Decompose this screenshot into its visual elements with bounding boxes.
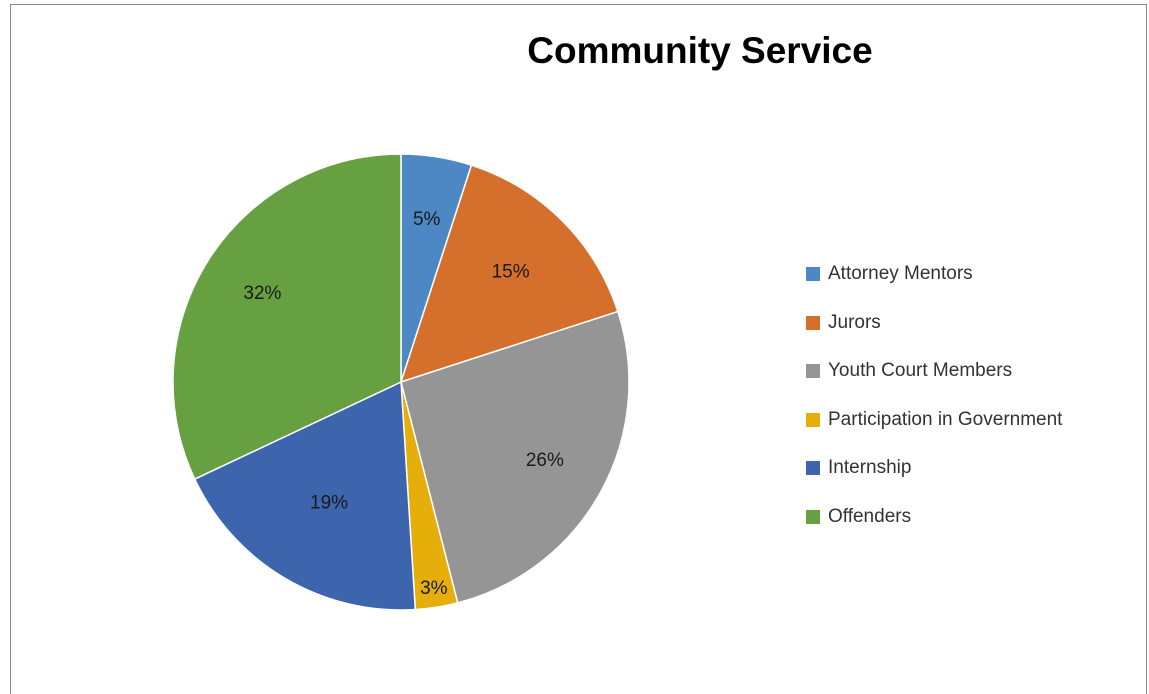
chart-title: Community Service [527, 30, 873, 71]
chart-legend: Attorney Mentors Jurors Youth Court Member… [806, 250, 1062, 541]
legend-swatch [806, 509, 820, 524]
legend-item-attorney-mentors: Attorney Mentors [806, 250, 1062, 299]
pie-chart: 5% 15% 26% 3% 19% 32% [172, 153, 630, 611]
legend-swatch [806, 315, 820, 330]
legend-label: Internship [828, 457, 912, 479]
legend-swatch [806, 364, 820, 379]
pie-slice-offenders [172, 153, 402, 481]
data-label-offenders: 32% [243, 283, 281, 304]
chart-frame [10, 4, 1147, 694]
data-label-internship: 19% [310, 493, 348, 514]
legend-item-internship: Internship [806, 444, 1062, 493]
pie-slice-internship [193, 380, 417, 611]
legend-item-participation-in-government: Participation in Government [806, 396, 1062, 445]
legend-item-jurors: Jurors [806, 299, 1062, 348]
legend-label: Offenders [828, 505, 912, 527]
legend-label: Participation in Government [828, 408, 1063, 430]
legend-item-youth-court-members: Youth Court Members [806, 347, 1062, 396]
data-label-participation-in-government: 3% [420, 578, 448, 599]
pie-slice-youth-court-members [400, 310, 630, 604]
data-label-jurors: 15% [492, 261, 530, 282]
legend-swatch [806, 267, 820, 282]
legend-label: Jurors [828, 311, 881, 333]
legend-item-offenders: Offenders [806, 493, 1062, 542]
legend-label: Attorney Mentors [828, 263, 973, 285]
data-label-attorney-mentors: 5% [413, 209, 441, 230]
legend-swatch [806, 412, 820, 427]
legend-label: Youth Court Members [828, 360, 1013, 382]
data-label-youth-court-members: 26% [526, 450, 564, 471]
legend-swatch [806, 461, 820, 476]
pie-slice-jurors [399, 164, 619, 384]
